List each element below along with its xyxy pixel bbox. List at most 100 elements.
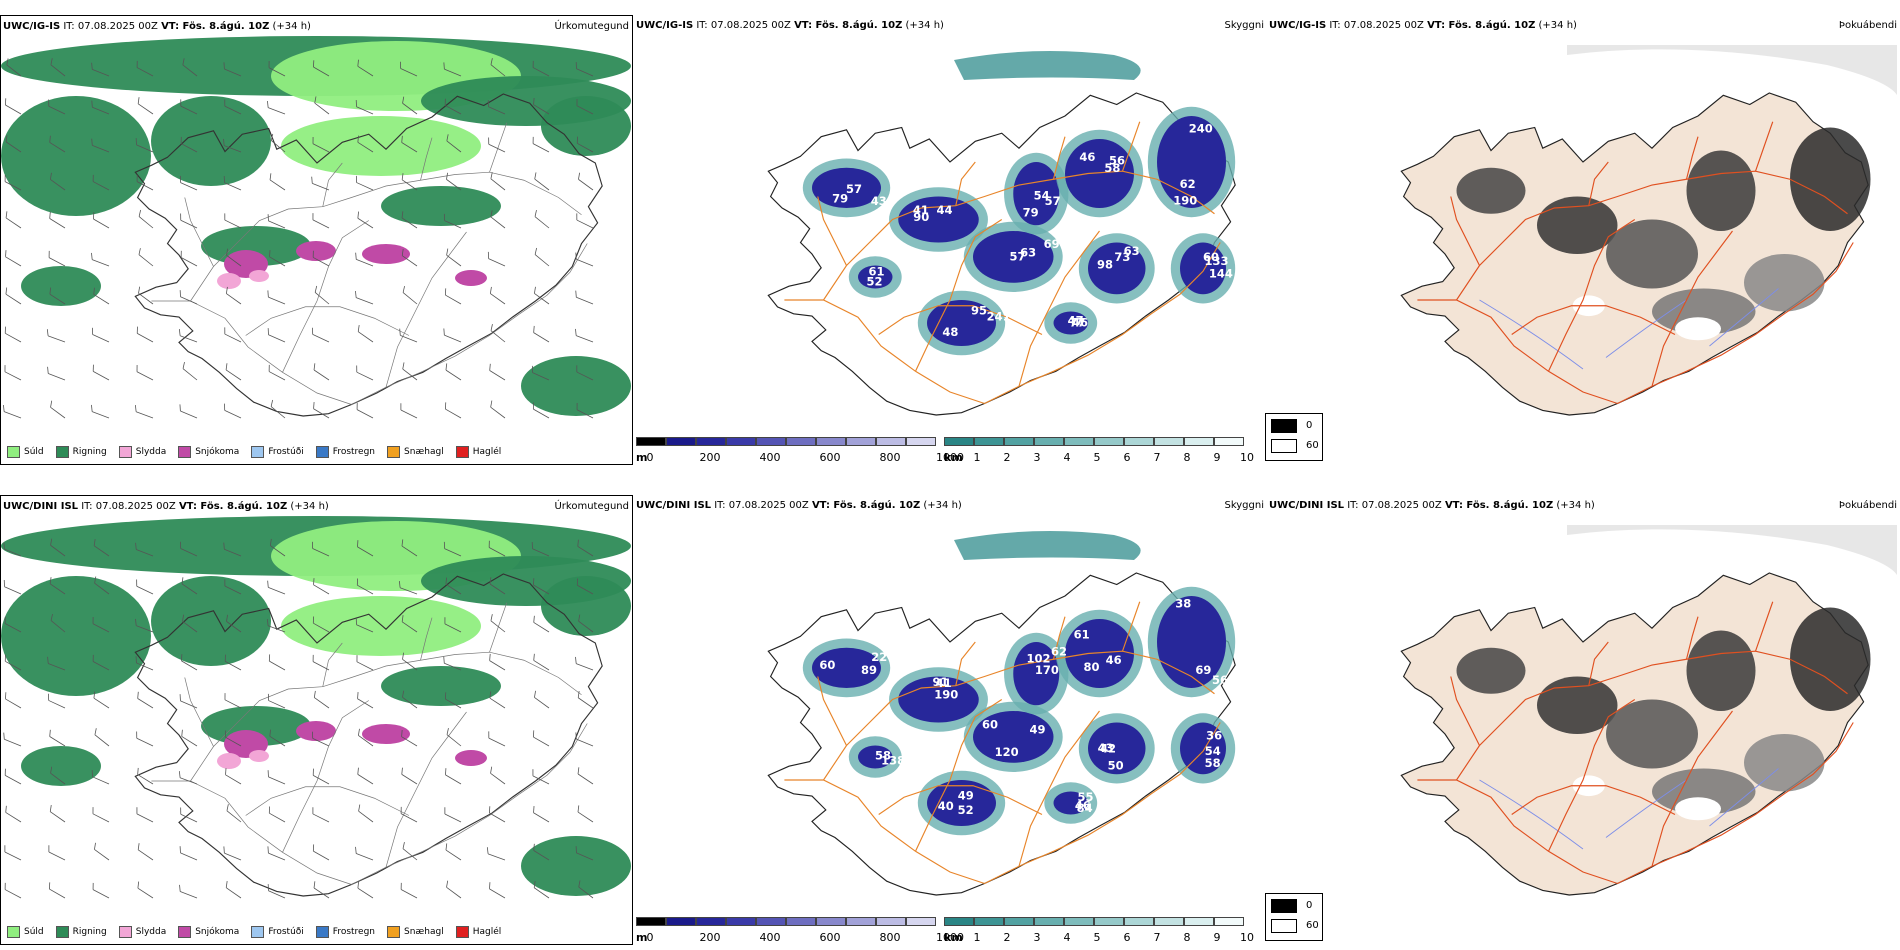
legend-label: Snjókoma [195,447,240,457]
legend-swatch [118,446,132,458]
wind-barb [314,285,330,305]
wind-barb [91,138,110,153]
wind-barb [312,654,330,671]
visibility-value: 58 [1205,756,1221,770]
wind-barb [358,804,374,823]
colorbar-tick: 10 [1240,931,1254,944]
road [955,161,976,206]
river [1479,768,1779,850]
visibility-area [1065,619,1134,688]
wind-barb [489,577,506,595]
visibility-m-colorbar: m 0 200 400 600 800 1000 [636,917,964,944]
wind-barb [180,250,198,267]
wind-barb [446,172,462,191]
wind-barb [576,578,594,595]
colorbar-tick: 400 [759,451,781,464]
wind-barb [179,175,198,191]
wind-barb [136,60,154,77]
visibility-value: 84 [1077,801,1093,815]
wind-barb [575,62,594,77]
low-vis-area [954,531,1141,560]
wind-barb [489,806,506,823]
wind-barb [182,614,198,633]
wind-barb [267,100,286,115]
wind-barb [267,580,286,595]
fog-area [1567,525,1897,575]
legend-item: Súld [7,446,44,458]
wind-barb [179,694,198,709]
wind-barb [137,881,154,899]
road [1052,136,1066,180]
colorbar-segment [1214,437,1244,446]
wind-barb [182,58,198,77]
legend-item: Frostregn [315,446,375,458]
precip-area [541,576,631,636]
road [322,162,343,207]
legend-item: Snjókoma [178,926,239,938]
colorbar-segment [1094,437,1124,446]
visibility-value: 43 [871,194,887,208]
wind-barb [180,541,198,557]
snow-area [455,270,487,286]
road [1547,699,1636,852]
wind-barb [178,329,198,343]
colorbar-segment [1184,917,1214,926]
fog-area [1456,647,1526,694]
wind-barb [400,403,418,419]
visibility-value: 144 [1209,267,1233,281]
wind-barb [401,173,418,191]
legend-label: Súld [24,927,44,937]
wind-barb [575,328,594,343]
visibility-value: 241 [987,309,1011,323]
wind-barb [313,578,330,595]
fog-area [1686,150,1756,231]
legend-item: Slydda [118,926,166,938]
fog-area [1567,45,1897,95]
precip-area [21,266,101,306]
precip-area [151,96,271,186]
wind-barb [490,172,506,191]
panel-title: Úrkomutegund [554,501,629,512]
fog-area [1686,630,1756,711]
visibility-value: 95 [971,304,987,318]
wind-barb [357,135,374,153]
visibility-value: 49 [958,788,974,802]
legend-label: Haglél [472,447,502,457]
colorbar-tick: 600 [819,931,841,944]
lead-time: (+34 h) [923,500,962,511]
panel-header: UWC/DINI ISL IT: 07.08.2025 00Z VT: Fös.… [3,501,329,512]
wind-barb [313,690,330,709]
legend-item: Frostúði [251,446,304,458]
fog-area [1456,167,1526,214]
wind-barb [401,539,418,557]
road [1018,710,1100,867]
legend-label: Rigning [72,447,107,457]
wind-barb [178,771,198,785]
visibility-value: 55 [1077,790,1093,804]
wind-barb [92,327,110,343]
panel-header: UWC/DINI ISL IT: 07.08.2025 00Z VT: Fös.… [636,500,962,511]
visibility-area [973,711,1054,763]
wind-barb [137,843,154,861]
visibility-value: 90 [913,210,929,224]
visibility-value: 89 [861,663,877,677]
fog-legend-swatch [1271,919,1297,933]
wind-barb [490,324,506,343]
wind-barb [443,328,462,343]
visibility-value: 57 [1009,250,1025,264]
wind-barb [356,578,374,595]
legend-label: Frostúði [268,447,304,457]
wind-barb [444,807,462,823]
wind-barb [94,728,110,747]
wind-barb [531,365,550,381]
fog-area [1744,254,1825,312]
fog-area [1790,127,1871,231]
wind-barb [532,402,550,419]
legend-item: Frostregn [315,926,375,938]
wind-barb [355,175,374,191]
wind-barb [312,137,330,153]
legend-label: Frostúði [268,927,304,937]
wind-barb [355,290,374,305]
wind-barb [179,290,198,305]
fog-area [1790,607,1871,711]
